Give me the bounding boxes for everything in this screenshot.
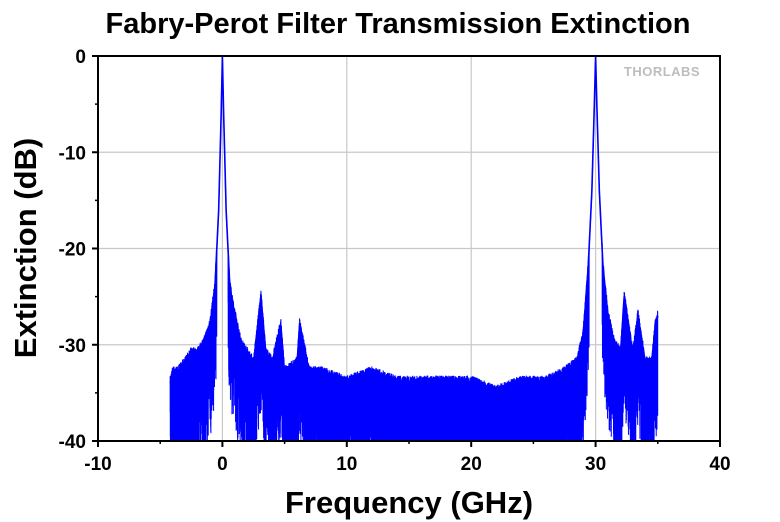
x-tick-label: 40 bbox=[709, 454, 730, 475]
thorlabs-watermark-logo: THORLABS bbox=[624, 64, 700, 79]
x-tick-label: 30 bbox=[585, 454, 606, 475]
series-noise-trace bbox=[169, 56, 659, 441]
y-tick-label: -10 bbox=[59, 143, 86, 164]
y-axis-label: Extinction (dB) bbox=[8, 138, 43, 358]
x-tick-label: 0 bbox=[217, 454, 228, 475]
series-line bbox=[169, 56, 659, 394]
y-tick-label: -30 bbox=[59, 336, 86, 357]
plot-area bbox=[169, 56, 659, 441]
x-tick-label: 20 bbox=[461, 454, 482, 475]
x-axis-label: Frequency (GHz) bbox=[285, 485, 533, 520]
y-tick-label: 0 bbox=[75, 47, 86, 68]
chart-title: Fabry-Perot Filter Transmission Extincti… bbox=[106, 8, 691, 40]
x-tick-label: 10 bbox=[336, 454, 357, 475]
y-axis-ticks: 0 -10 -20 -30 -40 bbox=[59, 47, 98, 453]
y-tick-label: -40 bbox=[59, 432, 86, 453]
x-tick-label: -10 bbox=[84, 454, 111, 475]
y-tick-label: -20 bbox=[59, 240, 86, 261]
x-axis-ticks: -10 0 10 20 30 40 bbox=[84, 441, 731, 475]
series-trace bbox=[169, 56, 659, 441]
